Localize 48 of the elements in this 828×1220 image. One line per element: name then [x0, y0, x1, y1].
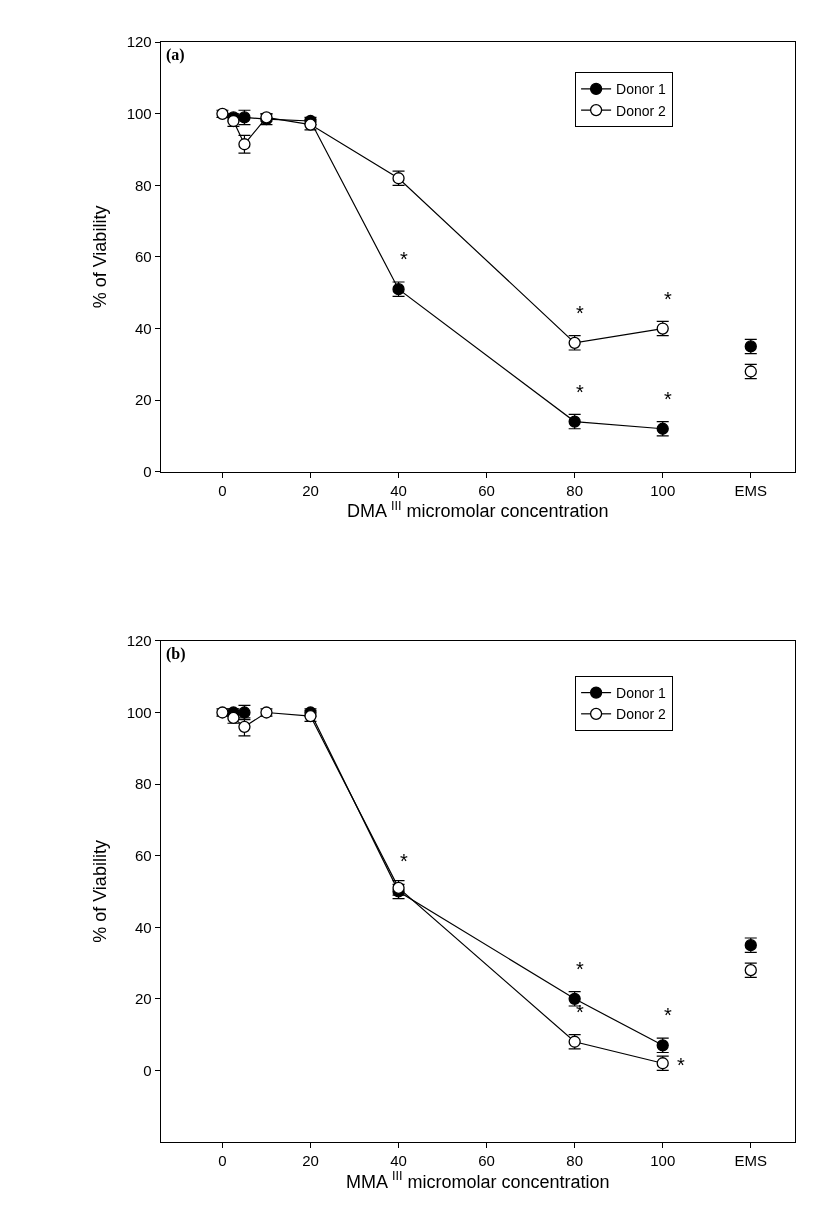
y-tick-label: 20	[135, 391, 152, 409]
annotation: *	[400, 248, 408, 270]
annotation: *	[576, 381, 584, 403]
y-tick-label: 100	[126, 105, 152, 123]
y-tick-label: 40	[135, 319, 152, 337]
x-tick-label: EMS	[734, 481, 768, 499]
annotation: *	[576, 302, 584, 324]
x-axis-title: DMA $^{III}$ micromolar concentration	[346, 498, 609, 522]
y-tick-label: 0	[143, 462, 152, 480]
y-axis-title: % of Viability	[89, 205, 110, 309]
annotation: (b)	[166, 645, 186, 663]
y-tick-label: 60	[135, 248, 152, 266]
x-tick-label: 0	[218, 481, 227, 499]
y-tick-label: 40	[135, 918, 152, 936]
x-tick-label: 80	[566, 1152, 583, 1170]
legend-label: Donor 1	[616, 685, 667, 702]
y-tick-label: 80	[135, 775, 152, 793]
x-tick-label: 60	[478, 1152, 495, 1170]
x-tick-label: 40	[390, 481, 407, 499]
x-tick-label: 100	[650, 481, 676, 499]
x-tick-label: 20	[302, 481, 319, 499]
y-axis-title: % of Viability	[89, 840, 110, 943]
x-tick-label: EMS	[734, 1152, 768, 1170]
annotation: *	[677, 1054, 685, 1076]
annotation: *	[576, 958, 584, 980]
x-tick-label: 0	[218, 1152, 227, 1170]
x-tick-label: 80	[566, 481, 583, 499]
x-tick-label: 40	[390, 1152, 407, 1170]
x-axis-title: MMA $^{III}$ micromolar concentration	[345, 1169, 610, 1192]
annotation: *	[664, 1004, 672, 1026]
x-tick-label: 20	[302, 1152, 319, 1170]
y-tick-label: 80	[135, 176, 152, 194]
y-tick-label: 120	[126, 33, 152, 51]
annotation: *	[576, 1001, 584, 1023]
y-tick-label: 0	[143, 1061, 152, 1079]
annotation: *	[400, 850, 408, 872]
annotation: (a)	[166, 46, 185, 64]
annotation: *	[664, 388, 672, 410]
legend-label: Donor 2	[616, 706, 667, 723]
annotation: *	[664, 288, 672, 310]
x-tick-label: 100	[650, 1152, 676, 1170]
y-tick-label: 120	[126, 632, 152, 650]
y-tick-label: 60	[135, 846, 152, 864]
legend-label: Donor 2	[616, 102, 667, 119]
legend-label: Donor 1	[616, 81, 667, 98]
y-tick-label: 100	[126, 703, 152, 721]
x-tick-label: 60	[478, 481, 495, 499]
y-tick-label: 20	[135, 990, 152, 1008]
